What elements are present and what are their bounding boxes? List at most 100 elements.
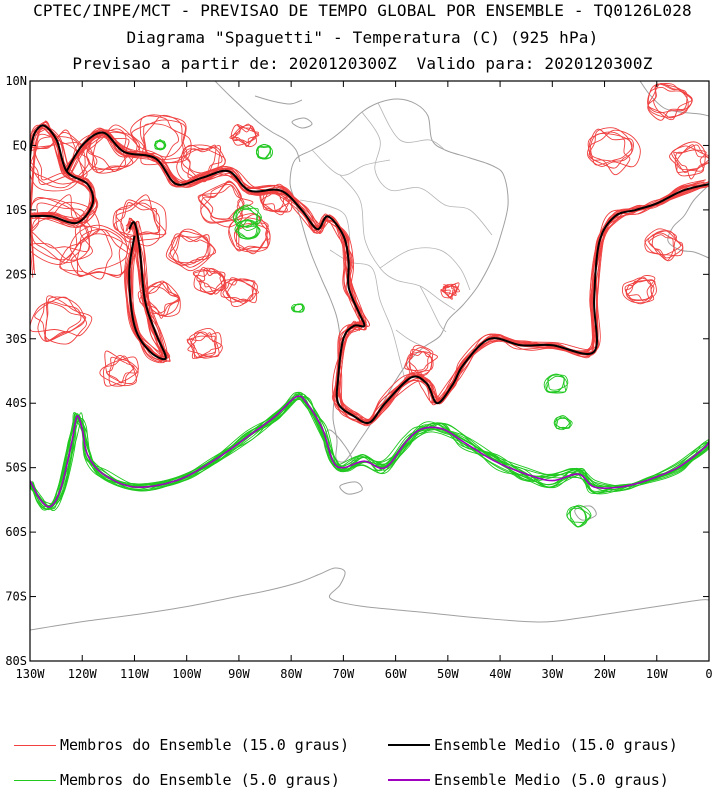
lon-tick-label: 0	[705, 667, 712, 681]
member-contour-5	[569, 507, 588, 528]
member-contour-15	[673, 144, 709, 180]
lat-tick-label: 10N	[5, 74, 27, 88]
member-contour-5	[553, 417, 573, 430]
lon-tick-label: 120W	[68, 667, 98, 681]
legend-item-mean-15: Ensemble Medio (15.0 graus)	[388, 734, 678, 756]
member-contour-15	[91, 128, 127, 171]
caribbean-island	[254, 95, 303, 105]
member-contour-5	[545, 375, 565, 393]
member-contour-15	[139, 115, 192, 164]
member-contour-15	[34, 296, 87, 345]
member-contour-15	[260, 189, 288, 212]
member-contour-15	[224, 278, 256, 304]
member-contour-15	[69, 224, 128, 278]
legend-label-mean-15: Ensemble Medio (15.0 graus)	[434, 736, 678, 754]
member-contour-5	[237, 220, 259, 240]
ensemble-members-5-layer	[30, 139, 709, 528]
ensemble-mean-contour-5	[30, 395, 709, 508]
member-contour-15	[408, 347, 431, 374]
lon-tick-label: 80W	[280, 667, 302, 681]
member-contour-15	[229, 123, 259, 143]
title-line-3: Previsao a partir de: 2020120300Z Valido…	[72, 54, 653, 73]
member-contour-15	[30, 129, 90, 189]
member-contour-15	[589, 132, 633, 166]
member-contour-15	[68, 133, 706, 426]
member-contour-15	[176, 144, 217, 182]
plot-frame	[29, 80, 710, 662]
legend-label-members-5: Membros do Ensemble (5.0 graus)	[60, 771, 340, 789]
member-contour-15	[120, 199, 161, 247]
member-contour-5	[234, 219, 258, 239]
member-contour-15	[647, 83, 689, 118]
lat-tick-label: 50S	[5, 461, 27, 475]
ensemble-mean-contour-15	[30, 124, 95, 275]
island-coastline	[339, 481, 363, 495]
member-contour-5	[255, 145, 274, 159]
lat-tick-label: 70S	[5, 590, 27, 604]
member-contour-15	[197, 185, 254, 220]
member-contour-15	[30, 132, 98, 192]
member-contour-15	[625, 277, 655, 302]
member-contour-15	[193, 268, 227, 293]
legend-swatch-mean-5	[388, 779, 430, 781]
member-contour-15	[145, 285, 181, 317]
lat-tick-label: 60S	[5, 525, 27, 539]
member-contour-15	[587, 131, 631, 176]
country-border	[361, 111, 493, 236]
member-contour-5	[257, 144, 272, 159]
lat-tick-label: 30S	[5, 332, 27, 346]
member-contour-15	[30, 142, 86, 185]
central-america-coastline	[214, 81, 301, 163]
member-contour-15	[233, 222, 271, 255]
member-contour-5	[155, 141, 167, 151]
lon-tick-label: 110W	[120, 667, 150, 681]
member-contour-15	[65, 131, 709, 425]
member-contour-15	[61, 132, 709, 424]
member-contour-15	[189, 331, 223, 359]
legend-swatch-mean-15	[388, 744, 430, 746]
member-contour-15	[165, 233, 215, 272]
member-contour-15	[587, 129, 641, 168]
member-contour-15	[30, 202, 93, 261]
member-contour-15	[44, 296, 85, 342]
member-contour-15	[169, 234, 210, 265]
ensemble-mean-layer	[30, 124, 709, 508]
member-contour-15	[222, 277, 258, 304]
member-contour-15	[262, 189, 293, 213]
antarctica-coastline	[30, 567, 709, 631]
lon-tick-label: 90W	[228, 667, 250, 681]
member-contour-15	[62, 130, 709, 423]
lat-tick-label: 20S	[5, 267, 27, 281]
member-contour-15	[146, 281, 179, 319]
ensemble-mean-contour-15	[128, 221, 167, 361]
title-line-2: Diagrama "Spaguetti" - Temperatura (C) (…	[126, 28, 599, 47]
member-contour-5	[546, 373, 567, 394]
member-contour-15	[183, 146, 226, 174]
lon-tick-label: 40W	[489, 667, 511, 681]
member-contour-15	[62, 127, 707, 422]
member-contour-15	[30, 201, 100, 265]
member-contour-15	[143, 123, 179, 163]
member-contour-15	[30, 121, 98, 224]
member-contour-15	[182, 148, 226, 182]
member-contour-15	[442, 282, 460, 298]
country-border	[299, 199, 351, 241]
member-contour-15	[108, 356, 135, 387]
member-contour-5	[238, 219, 261, 240]
country-border	[311, 149, 391, 176]
member-contour-15	[103, 356, 139, 387]
member-contour-15	[63, 130, 709, 421]
member-contour-15	[406, 351, 438, 371]
member-contour-15	[86, 131, 134, 170]
member-contour-5	[566, 504, 592, 528]
member-contour-15	[172, 230, 217, 266]
south-america-coastline	[289, 98, 509, 463]
lon-tick-label: 30W	[541, 667, 563, 681]
legend-label-mean-5: Ensemble Medio (5.0 graus)	[434, 771, 669, 789]
member-contour-15	[30, 124, 98, 271]
member-contour-15	[30, 127, 98, 275]
member-contour-15	[443, 284, 460, 299]
lat-tick-label: 10S	[5, 203, 27, 217]
